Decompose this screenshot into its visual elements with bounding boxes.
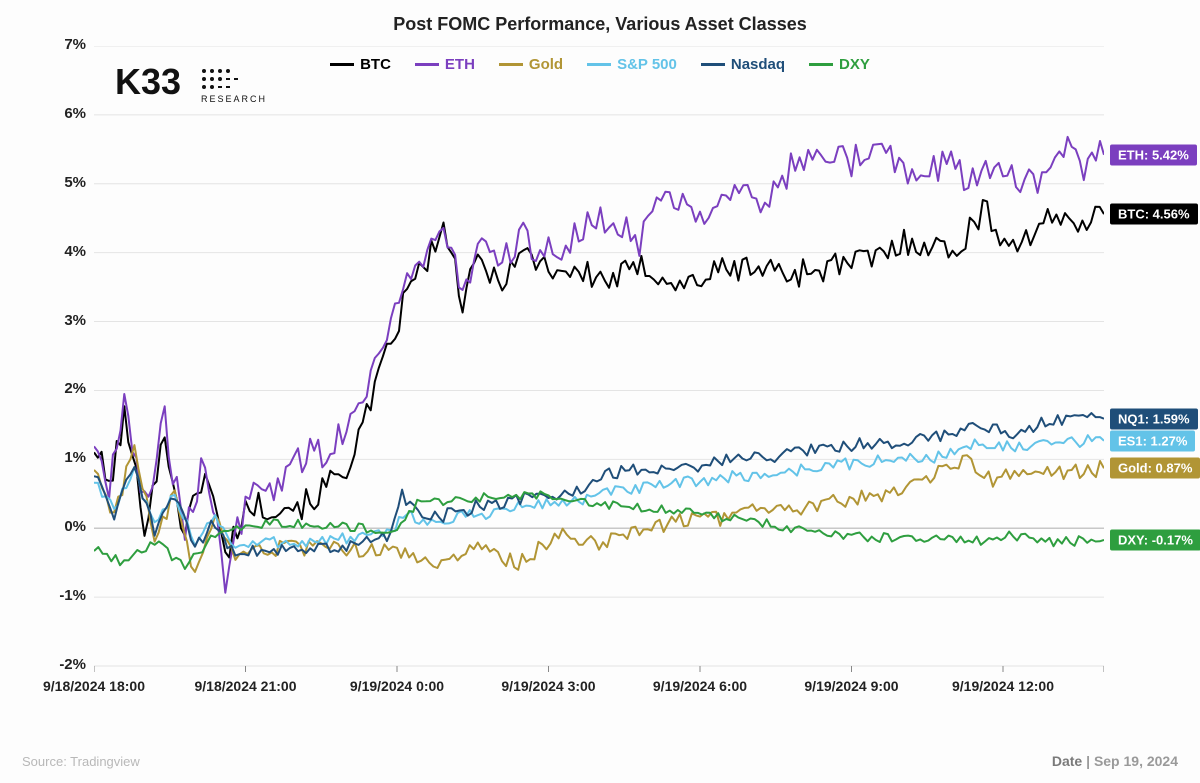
y-tick-label: 7% (46, 36, 86, 53)
y-tick-label: -1% (46, 587, 86, 604)
footer-date-label: Date (1052, 753, 1082, 769)
y-tick-label: -2% (46, 656, 86, 673)
y-tick-label: 6% (46, 105, 86, 122)
y-tick-label: 2% (46, 380, 86, 397)
x-tick-label: 9/19/2024 3:00 (501, 678, 595, 694)
x-tick-label: 9/18/2024 18:00 (43, 678, 145, 694)
series-sp500 (94, 435, 1104, 548)
chart-container: Post FOMC Performance, Various Asset Cla… (0, 0, 1200, 783)
y-tick-label: 4% (46, 243, 86, 260)
series-gold (94, 445, 1104, 572)
end-label: Gold: 0.87% (1110, 458, 1200, 479)
end-label: ETH: 5.42% (1110, 144, 1197, 165)
y-tick-label: 5% (46, 174, 86, 191)
x-tick-label: 9/19/2024 12:00 (952, 678, 1054, 694)
y-tick-label: 1% (46, 449, 86, 466)
chart-plot (94, 46, 1104, 706)
end-label: DXY: -0.17% (1110, 529, 1200, 550)
footer-date: Date | Sep 19, 2024 (1052, 753, 1178, 769)
series-eth (94, 137, 1104, 593)
series-nasdaq (94, 413, 1104, 556)
end-label: NQ1: 1.59% (1110, 408, 1198, 429)
end-label: ES1: 1.27% (1110, 430, 1195, 451)
x-tick-label: 9/19/2024 6:00 (653, 678, 747, 694)
y-tick-label: 3% (46, 312, 86, 329)
x-tick-label: 9/19/2024 9:00 (804, 678, 898, 694)
x-tick-label: 9/18/2024 21:00 (195, 678, 297, 694)
footer-sep: | (1086, 753, 1094, 769)
y-tick-label: 0% (46, 518, 86, 535)
source-attribution: Source: Tradingview (22, 754, 140, 769)
end-label: BTC: 4.56% (1110, 204, 1198, 225)
x-tick-label: 9/19/2024 0:00 (350, 678, 444, 694)
footer-date-value: Sep 19, 2024 (1094, 753, 1178, 769)
chart-title: Post FOMC Performance, Various Asset Cla… (0, 14, 1200, 35)
